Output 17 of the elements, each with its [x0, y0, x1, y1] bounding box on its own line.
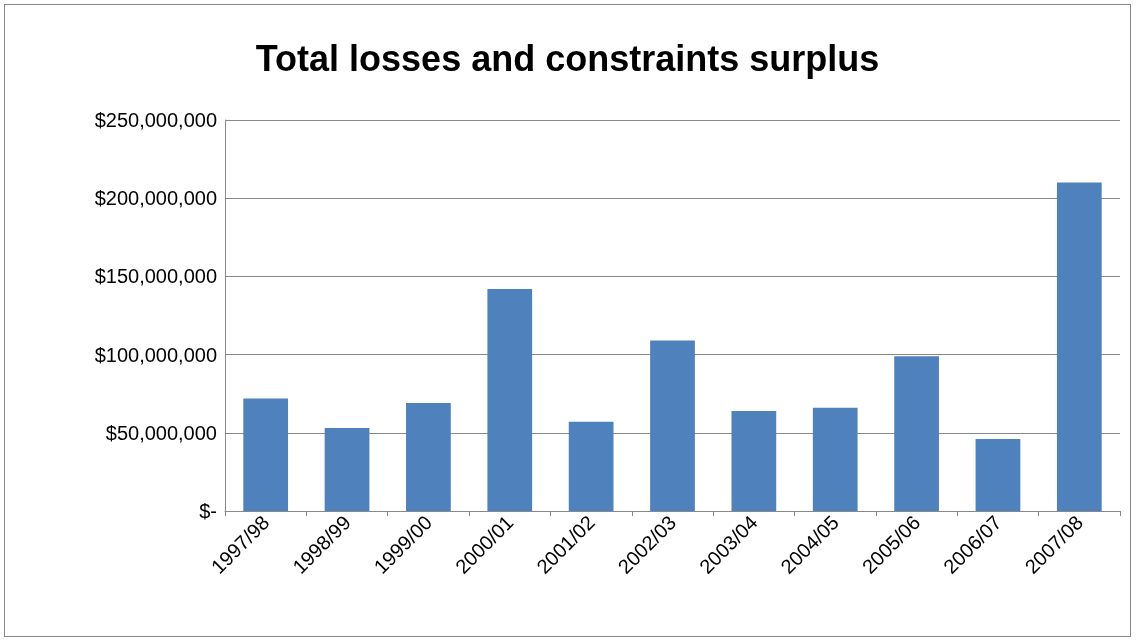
y-tick-label: $100,000,000: [94, 343, 217, 366]
bar: [894, 356, 939, 511]
chart-title: Total losses and constraints surplus: [255, 37, 880, 79]
bar: [324, 428, 370, 511]
bar: [731, 410, 777, 511]
bar: [406, 403, 451, 511]
y-tick-label: $150,000,000: [94, 265, 217, 288]
y-tick-label: $50,000,000: [105, 421, 217, 444]
bar: [975, 439, 1021, 511]
bar: [243, 398, 289, 511]
bar: [487, 288, 533, 511]
y-tick-label: $200,000,000: [94, 187, 217, 210]
bar: [1056, 182, 1102, 511]
bar: [568, 421, 614, 511]
y-tick-label: $250,000,000: [94, 109, 217, 131]
bar: [650, 340, 695, 511]
bar: [812, 407, 858, 511]
